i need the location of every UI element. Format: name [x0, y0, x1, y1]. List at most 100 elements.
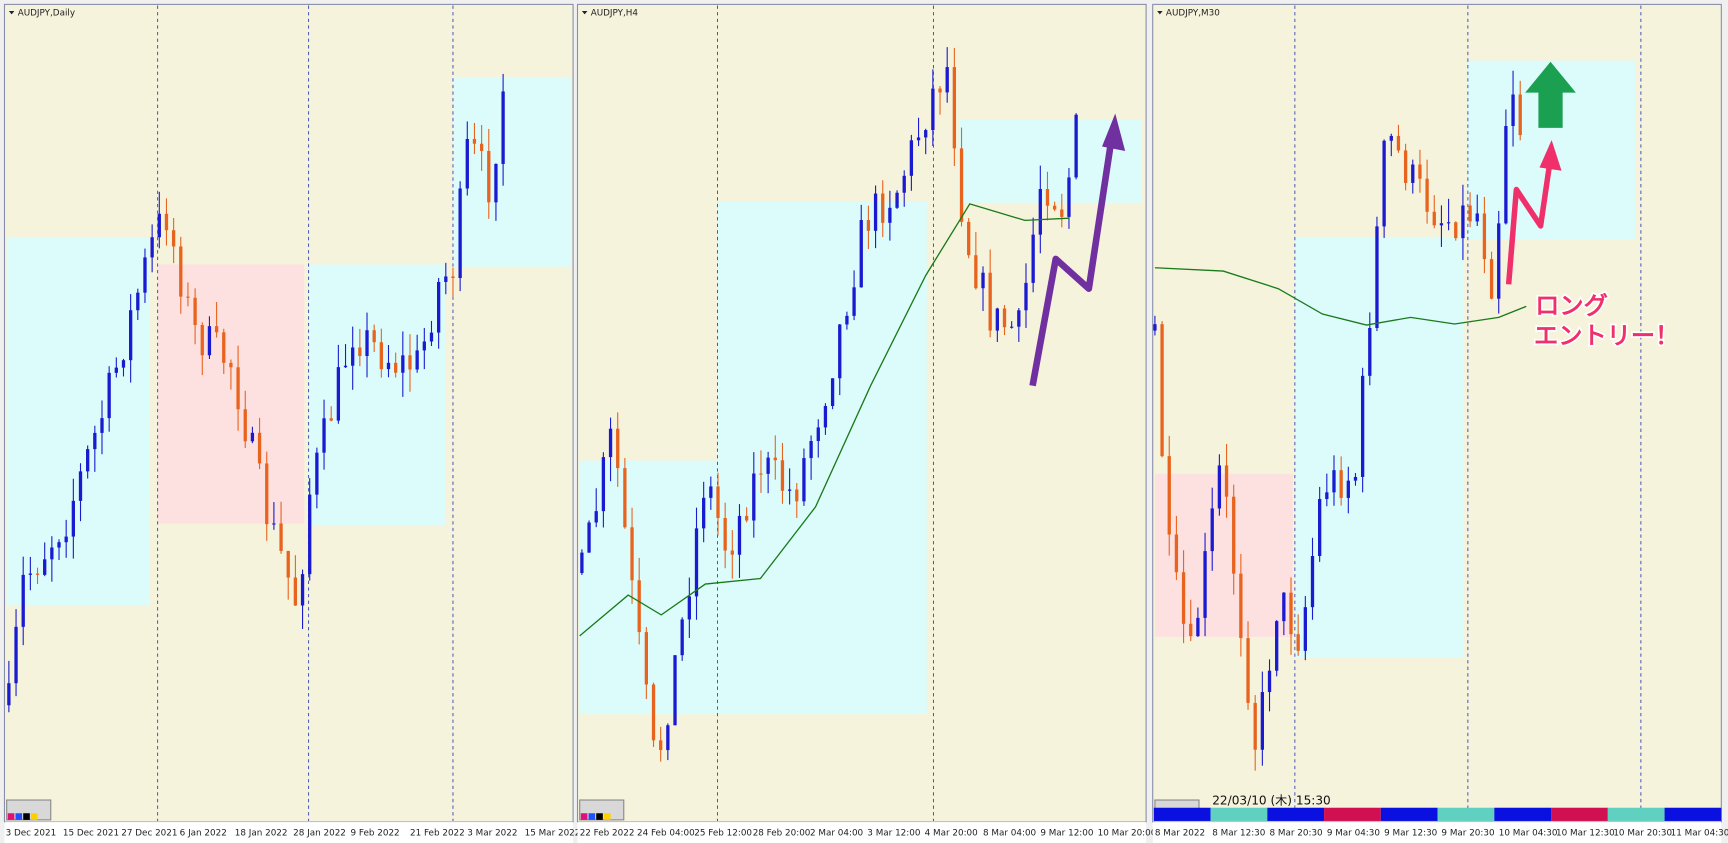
x-axis-label: 15 Dec 2021	[63, 828, 119, 838]
candle-body	[809, 441, 813, 459]
session-bar	[1380, 807, 1438, 821]
session-bar	[1494, 807, 1552, 821]
candle-body	[171, 230, 176, 247]
x-axis-strip	[577, 822, 1147, 843]
zone-box	[157, 264, 305, 524]
x-axis-label: 8 Mar 04:00	[983, 828, 1037, 838]
candle-body	[630, 527, 634, 581]
candle-body	[164, 213, 169, 231]
candle-body	[644, 632, 649, 685]
candle-body	[186, 296, 190, 298]
candle-body	[1217, 465, 1222, 509]
candle-body	[1489, 259, 1494, 299]
candle-body	[28, 573, 33, 575]
candle-body	[616, 428, 620, 469]
candle-body	[895, 192, 899, 208]
x-axis-strip	[4, 822, 574, 843]
candle-body	[1468, 205, 1472, 222]
x-axis-label: 11 Mar 04:30	[1671, 828, 1728, 838]
x-axis-label: 3 Mar 12:00	[867, 828, 921, 838]
candle-body	[1017, 310, 1021, 327]
candle-body	[322, 418, 326, 453]
candle-body	[1396, 135, 1401, 151]
candle-body	[1497, 223, 1501, 299]
x-axis-label: 25 Feb 12:00	[694, 828, 752, 838]
candle-body	[988, 272, 992, 331]
candle-body	[107, 372, 111, 419]
candle-body	[1239, 573, 1243, 639]
candle-body	[967, 221, 971, 256]
candle-body	[272, 523, 276, 525]
candle-body	[1275, 621, 1279, 671]
moving-average	[1154, 267, 1527, 326]
entry-annotation: ロング	[1535, 291, 1608, 320]
candle-body	[651, 684, 656, 741]
session-bar	[1437, 807, 1495, 821]
candle-body	[845, 315, 849, 325]
candle-body	[995, 308, 999, 331]
candle-body	[236, 367, 240, 410]
candle-body	[938, 88, 942, 93]
x-axis-label: 24 Feb 04:00	[637, 828, 695, 838]
zone-box	[6, 238, 150, 605]
title-marker	[8, 11, 15, 15]
candle-body	[458, 188, 462, 279]
candle-body	[436, 281, 441, 333]
candle-body	[179, 246, 183, 297]
title-marker	[581, 11, 588, 15]
candle-body	[795, 489, 799, 502]
color-swatch	[596, 813, 603, 820]
candle-body	[229, 362, 233, 368]
chart-panel: AUDJPY,M30 8 Mar 2022 8 Mar 12:30 8 Mar 20:…	[1152, 3, 1728, 843]
candle-body	[429, 332, 434, 342]
session-bar	[1664, 807, 1722, 821]
candle-body	[709, 486, 713, 498]
timestamp: 22/03/10 (木) 15:30	[1212, 793, 1331, 807]
candle-body	[394, 362, 398, 373]
candle-body	[1461, 205, 1465, 239]
candle-body	[1174, 534, 1179, 573]
candle-body	[787, 489, 792, 491]
zone-box	[452, 77, 571, 267]
candle-body	[816, 427, 820, 442]
candle-body	[1504, 126, 1508, 224]
x-axis-label: 6 Jan 2022	[180, 828, 227, 838]
x-axis-label: 9 Feb 2022	[350, 828, 399, 838]
candle-body	[1296, 634, 1300, 651]
candle-body	[279, 523, 283, 551]
candle-body	[207, 326, 212, 356]
x-axis-label: 28 Feb 20:00	[753, 828, 811, 838]
x-axis-label: 18 Jan 2022	[235, 828, 288, 838]
color-swatch	[580, 813, 588, 820]
candle-body	[451, 276, 455, 279]
candle-body	[308, 494, 312, 575]
candle-body	[465, 138, 469, 189]
candle-body	[300, 574, 305, 606]
candle-body	[1067, 177, 1071, 217]
candle-body	[1375, 226, 1379, 328]
zone-box	[717, 201, 927, 715]
candle-body	[1332, 470, 1336, 493]
candle-body	[1210, 508, 1214, 552]
candle-body	[1475, 213, 1479, 222]
candle-body	[214, 326, 219, 333]
candle-body	[64, 536, 68, 543]
candle-body	[952, 67, 957, 149]
candle-body	[659, 740, 663, 751]
x-axis-label: 9 Mar 12:00	[1040, 828, 1094, 838]
candle-body	[1325, 492, 1329, 500]
candle-body	[93, 432, 97, 450]
candle-body	[1310, 555, 1315, 608]
candle-body	[21, 574, 25, 627]
candle-body	[737, 515, 742, 555]
candle-body	[351, 347, 355, 366]
candle-body	[1232, 496, 1236, 574]
candle-body	[716, 486, 720, 518]
candle-body	[830, 378, 835, 406]
pink-arrow-head	[1539, 139, 1562, 171]
candle-body	[415, 350, 419, 370]
x-axis-label: 8 Mar 12:30	[1212, 828, 1266, 838]
candle-body	[1224, 465, 1229, 497]
candle-body	[200, 325, 204, 356]
